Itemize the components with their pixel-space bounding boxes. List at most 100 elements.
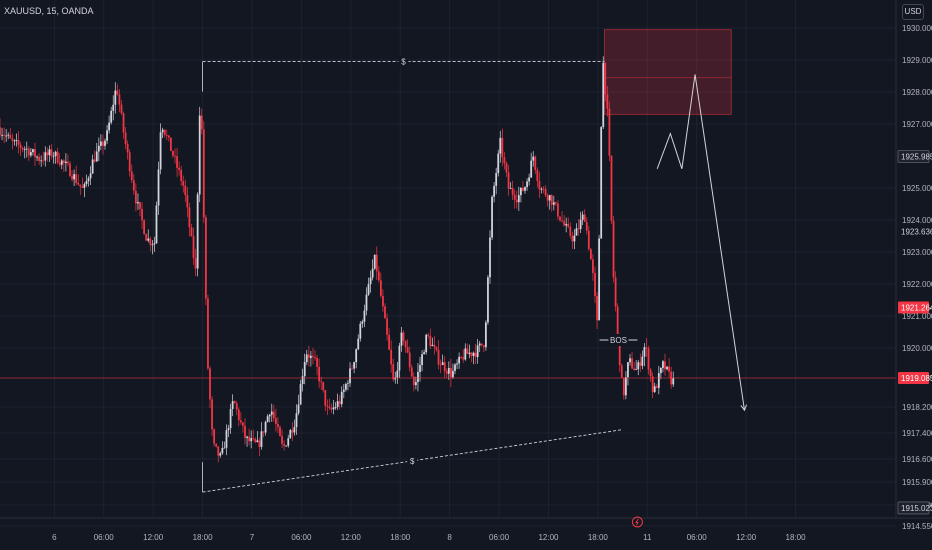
candle-body xyxy=(369,277,372,285)
candle-body xyxy=(307,354,310,358)
candle-body xyxy=(328,406,331,409)
candle-body xyxy=(575,228,578,236)
candle-body xyxy=(592,259,594,273)
candle-body xyxy=(382,295,384,307)
candle-body xyxy=(604,62,607,95)
candle-body xyxy=(141,208,143,221)
candle-body xyxy=(571,235,574,242)
candle-body xyxy=(384,306,386,319)
candle-body xyxy=(594,272,596,296)
candle-body xyxy=(653,386,656,392)
candle-body xyxy=(163,129,166,136)
candle-body xyxy=(464,348,467,360)
candle-body xyxy=(316,357,318,367)
candle-body xyxy=(643,347,646,357)
price-tick-label: 1920.000 xyxy=(902,344,932,353)
candle-body xyxy=(548,195,551,201)
price-badge xyxy=(898,371,929,384)
candle-body xyxy=(91,159,94,174)
candle-body xyxy=(318,366,321,382)
candle-body xyxy=(439,364,442,366)
time-tick-label: 12:00 xyxy=(143,533,164,542)
candle-body xyxy=(396,370,399,378)
price-badge xyxy=(898,225,929,238)
candle-body xyxy=(608,108,611,156)
price-tick-label: 1924.000 xyxy=(902,216,932,225)
candle-body xyxy=(268,414,271,417)
candle-body xyxy=(367,284,370,295)
candle-body xyxy=(499,137,502,154)
price-badge xyxy=(897,150,930,163)
candle-body xyxy=(5,135,8,137)
candle-body xyxy=(95,151,98,162)
candle-body xyxy=(546,195,549,201)
price-badge-label: 1921.264 xyxy=(901,304,932,313)
candle-body xyxy=(85,181,88,185)
time-tick-label: 7 xyxy=(250,533,255,542)
candle-body xyxy=(326,405,329,407)
candle-body xyxy=(75,174,78,183)
candle-body xyxy=(365,294,368,311)
candle-body xyxy=(274,418,277,425)
candle-body xyxy=(77,182,80,185)
candle-body xyxy=(622,377,625,396)
candle-body xyxy=(476,345,479,357)
candle-body xyxy=(497,153,500,174)
candle-body xyxy=(124,132,127,145)
candle-body xyxy=(522,187,524,191)
candle-body xyxy=(258,440,261,447)
time-tick-label: 18:00 xyxy=(786,533,807,542)
candle-body xyxy=(237,409,240,421)
candle-body xyxy=(200,115,203,130)
candle-body xyxy=(102,141,104,146)
bolt-glyph xyxy=(635,518,639,526)
candle-body xyxy=(554,202,557,204)
candle-body xyxy=(612,220,615,278)
candle-body xyxy=(40,160,43,162)
candle-body xyxy=(579,219,582,230)
candle-body xyxy=(69,163,71,177)
candle-body xyxy=(386,318,388,335)
candle-body xyxy=(460,356,463,358)
price-tick-label: 1915.900 xyxy=(902,478,932,487)
candle-body xyxy=(495,173,498,186)
candle-body xyxy=(542,188,545,190)
candle-body xyxy=(456,363,458,365)
bos-label: BOS xyxy=(610,336,627,345)
symbol-title[interactable]: XAUUSD, 15, OANDA xyxy=(4,6,94,16)
liquidity-label: $ xyxy=(410,457,415,466)
candle-body xyxy=(11,138,14,141)
candle-body xyxy=(277,424,279,428)
candles xyxy=(0,56,675,463)
candle-body xyxy=(256,440,259,442)
candle-body xyxy=(472,352,475,356)
candle-body xyxy=(503,157,506,164)
candle-body xyxy=(134,190,137,204)
currency-button[interactable]: USD xyxy=(902,4,924,20)
candle-body xyxy=(118,94,121,105)
candle-body xyxy=(279,427,281,436)
candle-body xyxy=(600,127,603,239)
candle-body xyxy=(445,371,448,374)
candle-body xyxy=(501,137,504,158)
candle-body xyxy=(305,354,308,363)
candle-body xyxy=(655,386,658,388)
candle-body xyxy=(81,186,84,188)
candle-body xyxy=(178,167,181,170)
price-tick-label: 1916.600 xyxy=(902,455,932,464)
candle-body xyxy=(29,152,32,156)
candle-body xyxy=(647,348,650,370)
candle-body xyxy=(664,361,666,370)
supply-zone xyxy=(603,29,732,115)
candle-body xyxy=(149,238,152,245)
candle-body xyxy=(336,401,339,408)
candle-body xyxy=(398,345,401,371)
candle-body xyxy=(116,90,119,95)
candle-body xyxy=(196,194,199,269)
candle-body xyxy=(209,368,211,400)
candle-body xyxy=(334,407,337,408)
price-tick-label: 1928.000 xyxy=(902,88,932,97)
candle-body xyxy=(159,132,162,170)
candle-body xyxy=(618,334,621,366)
